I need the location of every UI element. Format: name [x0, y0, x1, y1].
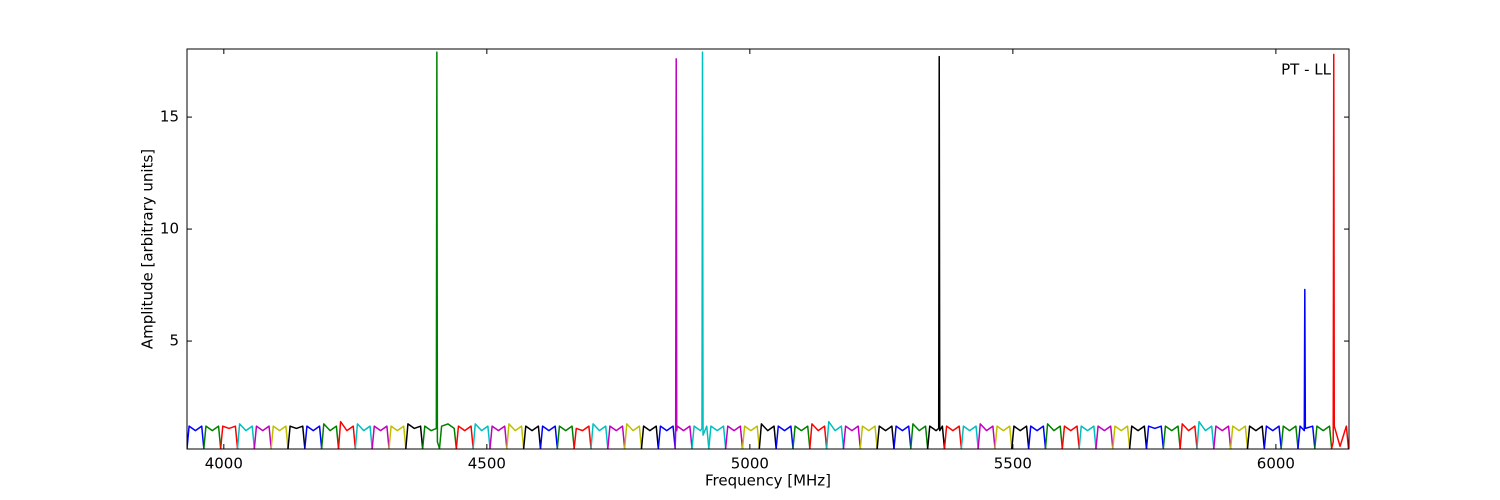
series-line — [472, 423, 491, 449]
y-tick-label: 5 — [169, 332, 179, 350]
series-line — [809, 423, 828, 449]
series-line — [371, 425, 390, 449]
series-line — [253, 425, 272, 449]
series-line — [758, 423, 777, 449]
x-tick-label: 6000 — [1257, 455, 1295, 473]
series-line — [1263, 425, 1282, 449]
series-line — [674, 58, 693, 449]
series-line — [489, 425, 508, 449]
series-line — [910, 423, 929, 449]
plot-frame — [186, 48, 1350, 450]
series-line — [438, 423, 458, 449]
y-axis-label: Amplitude [arbitrary units] — [139, 149, 157, 349]
series-line — [1314, 425, 1333, 449]
series-line — [724, 425, 744, 449]
series-line — [825, 420, 845, 449]
series-line — [775, 425, 794, 449]
series-line — [187, 425, 205, 449]
series-line — [1112, 425, 1131, 449]
series-line — [657, 425, 676, 449]
series-line — [354, 423, 373, 449]
series-line — [556, 425, 575, 449]
y-tick-label: 15 — [160, 108, 179, 126]
series-line — [708, 425, 727, 449]
x-axis-label: Frequency [MHz] — [705, 472, 831, 490]
series-line — [1044, 423, 1064, 449]
series-line — [1179, 423, 1198, 449]
series-line — [236, 423, 256, 449]
series-line — [1280, 425, 1299, 449]
series-line — [741, 425, 761, 449]
series-line — [320, 423, 340, 449]
series-line — [1128, 425, 1148, 449]
series-line — [573, 425, 592, 449]
series-line — [977, 423, 996, 449]
series-line — [859, 425, 878, 449]
x-tick-label: 4500 — [468, 455, 506, 473]
x-tick-label: 4000 — [205, 455, 243, 473]
series-line — [1011, 425, 1030, 449]
series-line — [287, 425, 306, 449]
series-line — [1213, 425, 1232, 449]
series-line — [842, 425, 862, 449]
series-line — [270, 425, 289, 449]
series-line — [219, 425, 239, 449]
series-line — [1145, 425, 1165, 449]
series-line — [337, 420, 357, 449]
series-line — [876, 425, 895, 449]
series-line — [893, 425, 912, 449]
x-tick-label: 5000 — [731, 455, 769, 473]
series-line — [640, 425, 660, 449]
series-line — [405, 423, 424, 449]
series-line — [304, 425, 323, 449]
series-line — [1229, 425, 1249, 449]
series-line — [590, 423, 609, 449]
series-line — [1095, 425, 1114, 449]
series-line — [1196, 420, 1215, 449]
series-line — [522, 425, 542, 449]
series-line — [388, 425, 407, 449]
plot-lines — [187, 51, 1349, 449]
series-line — [1162, 425, 1181, 449]
series-line — [607, 425, 626, 449]
series-line — [623, 423, 643, 449]
series-line — [943, 425, 963, 449]
series-line — [1330, 53, 1349, 449]
series-line — [926, 55, 946, 449]
series-line — [506, 423, 525, 449]
series-line — [1297, 288, 1316, 449]
series-line — [1078, 425, 1097, 449]
series-line — [1061, 425, 1080, 449]
series-line — [792, 425, 811, 449]
series-line — [994, 425, 1013, 449]
series-line — [539, 425, 559, 449]
series-line — [691, 51, 710, 449]
series-line — [1027, 425, 1047, 449]
series-line — [203, 425, 222, 449]
x-tick-label: 5500 — [994, 455, 1032, 473]
series-line — [1246, 425, 1266, 449]
annotation: PT - LL — [1281, 61, 1332, 79]
y-tick-label: 10 — [160, 220, 179, 238]
series-line — [455, 425, 474, 449]
series-line — [960, 425, 979, 449]
series-line — [421, 51, 441, 449]
